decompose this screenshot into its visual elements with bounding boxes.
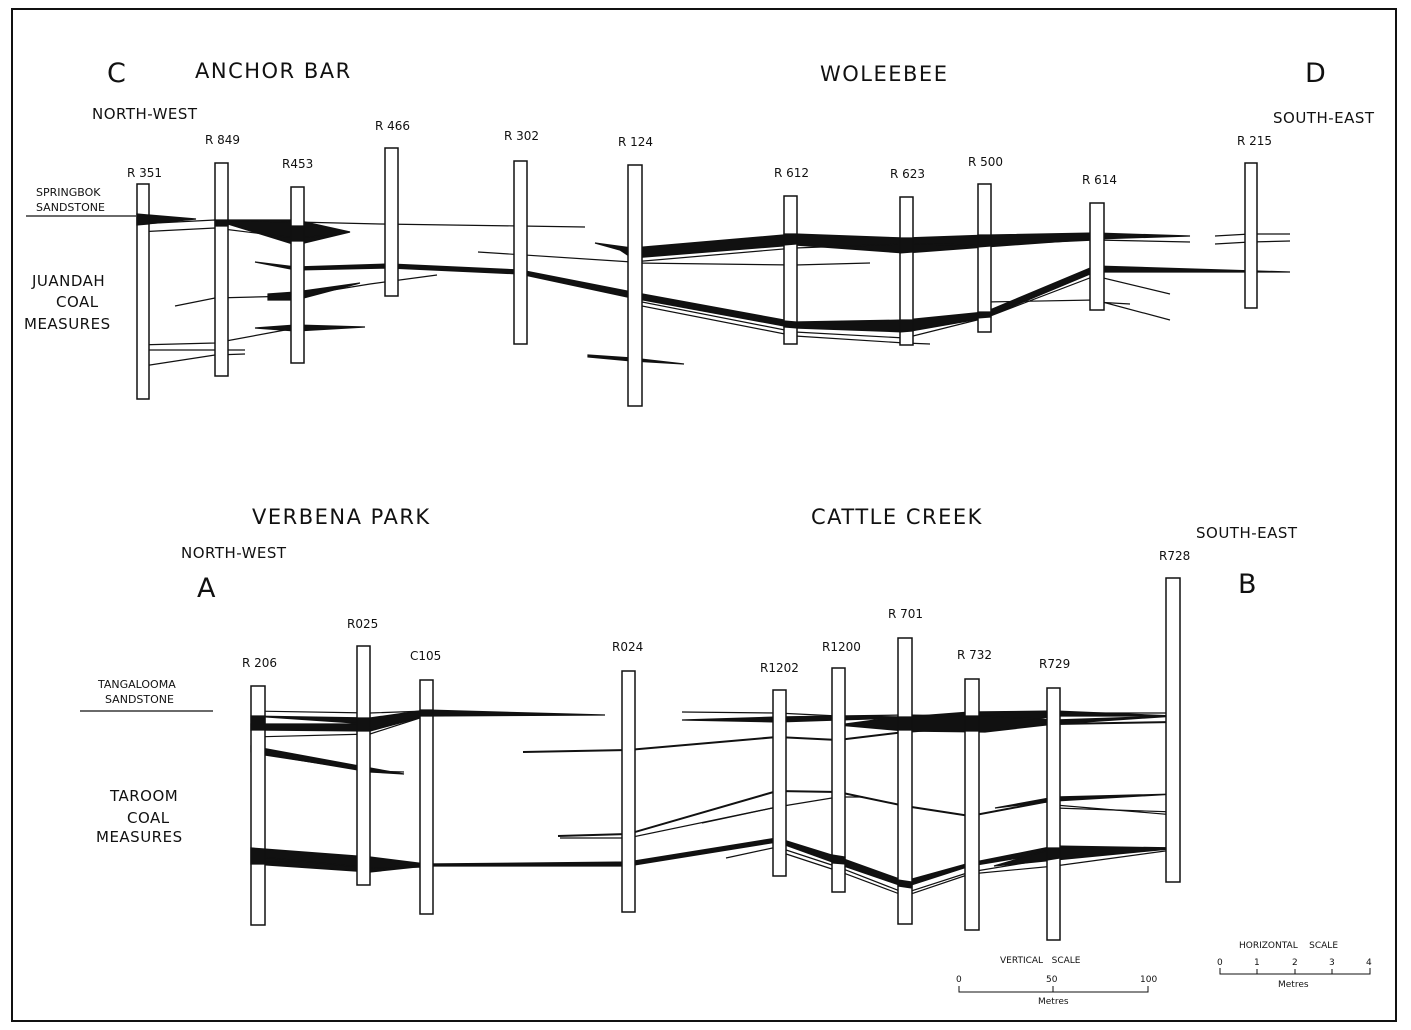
well-label: R 124 (618, 135, 653, 149)
section-cd-lower-unit-line1: JUANDAH (31, 272, 105, 290)
section-ab: VERBENA PARK CATTLE CREEK NORTH-WEST SOU… (80, 505, 1298, 941)
section-ab-right-letter: B (1238, 569, 1257, 600)
section-ab-lower-unit-line3: MEASURES (96, 828, 183, 846)
well-label: R 466 (375, 119, 410, 133)
well-label: R 302 (504, 129, 539, 143)
well-label: R 500 (968, 155, 1003, 169)
well-r612 (783, 195, 798, 345)
section-cd-dir-right: SOUTH-EAST (1273, 109, 1375, 127)
section-ab-lower-unit-line2: COAL (127, 809, 170, 827)
section-ab-dir-left: NORTH-WEST (181, 544, 287, 562)
vertical-scale-tick-0: 0 (956, 975, 962, 985)
well-r024 (621, 670, 636, 913)
section-ab-left-letter: A (197, 573, 216, 604)
section-cd-upper-unit-line2: SANDSTONE (36, 201, 105, 214)
vertical-scale-tick-100: 100 (1140, 975, 1157, 985)
well-label: R 206 (242, 656, 277, 670)
well-r206 (250, 685, 266, 926)
well-label: R 215 (1237, 134, 1272, 148)
well-label: R 701 (888, 607, 923, 621)
well-label: R1202 (760, 661, 799, 675)
well-r623 (899, 196, 914, 346)
vertical-scale-title: VERTICAL SCALE (1000, 956, 1081, 966)
well-r500 (977, 183, 992, 333)
well-label: R1200 (822, 640, 861, 654)
section-ab-place-right: CATTLE CREEK (811, 505, 983, 529)
section-ab-upper-unit-line1: TANGALOOMA (97, 678, 176, 691)
well-r124 (627, 164, 643, 407)
well-r614 (1089, 202, 1105, 311)
well-r1200 (831, 667, 846, 893)
well-label: R 351 (127, 166, 162, 180)
section-cd-well-labels: R 351 R 849 R453 R 466 R 302 R 124 R 612… (127, 119, 1272, 187)
section-cd-lower-unit-line3: MEASURES (24, 315, 111, 333)
well-r453 (290, 186, 305, 364)
vertical-scale-unit: Metres (1038, 997, 1069, 1007)
well-r351 (136, 183, 150, 400)
figure-frame (11, 8, 1397, 1022)
horizontal-scale-tick-4: 4 (1366, 958, 1372, 968)
well-label: R453 (282, 157, 313, 171)
section-cd-upper-unit-line1: SPRINGBOK (36, 186, 101, 199)
section-cd-lower-unit-line2: COAL (56, 293, 99, 311)
well-r025 (356, 645, 371, 886)
section-ab-lower-unit-line1: TAROOM (109, 787, 178, 805)
well-label: R 732 (957, 648, 992, 662)
section-cd: C D ANCHOR BAR WOLEEBEE NORTH-WEST SOUTH… (24, 58, 1375, 407)
horizontal-scale-tick-1: 1 (1254, 958, 1260, 968)
well-label: C105 (410, 649, 441, 663)
horizontal-scale-unit: Metres (1278, 980, 1309, 990)
well-r732 (964, 678, 980, 931)
horizontal-scale-tick-2: 2 (1292, 958, 1298, 968)
horizontal-scale-tick-0: 0 (1217, 958, 1223, 968)
well-label: R024 (612, 640, 643, 654)
section-cd-left-letter: C (107, 58, 126, 89)
section-ab-wells (250, 577, 1181, 941)
section-cd-right-letter: D (1305, 58, 1326, 89)
section-ab-place-left: VERBENA PARK (252, 505, 431, 529)
well-r215 (1244, 162, 1258, 309)
well-label: R025 (347, 617, 378, 631)
section-cd-place-left: ANCHOR BAR (195, 59, 352, 83)
section-cd-place-right: WOLEEBEE (820, 62, 948, 86)
well-label: R 614 (1082, 173, 1117, 187)
vertical-scale-bar: VERTICAL SCALE 0 50 100 Metres (956, 956, 1157, 1007)
well-c105 (419, 679, 434, 915)
well-r466 (384, 147, 399, 297)
section-ab-coal-seams (250, 709, 1181, 897)
section-ab-dir-right: SOUTH-EAST (1196, 524, 1298, 542)
well-r728 (1165, 577, 1181, 883)
well-r1202 (772, 689, 787, 877)
well-label: R728 (1159, 549, 1190, 563)
well-label: R 849 (205, 133, 240, 147)
well-r849 (214, 162, 229, 377)
section-ab-upper-unit-line2: SANDSTONE (105, 693, 174, 706)
section-cd-coal-seams (136, 213, 1291, 368)
well-label: R 623 (890, 167, 925, 181)
vertical-scale-tick-50: 50 (1046, 975, 1058, 985)
well-label: R729 (1039, 657, 1070, 671)
section-cd-dir-left: NORTH-WEST (92, 105, 198, 123)
well-r729 (1046, 687, 1061, 941)
section-ab-well-labels: R 206 R025 C105 R024 R1202 R1200 R 701 R… (242, 549, 1190, 675)
well-label: R 612 (774, 166, 809, 180)
well-r302 (513, 160, 528, 345)
well-r701 (897, 637, 913, 925)
horizontal-scale-tick-3: 3 (1329, 958, 1335, 968)
horizontal-scale-bar: HORIZONTAL SCALE 0 1 2 3 4 Metres (1217, 941, 1372, 990)
horizontal-scale-title: HORIZONTAL SCALE (1239, 941, 1338, 951)
